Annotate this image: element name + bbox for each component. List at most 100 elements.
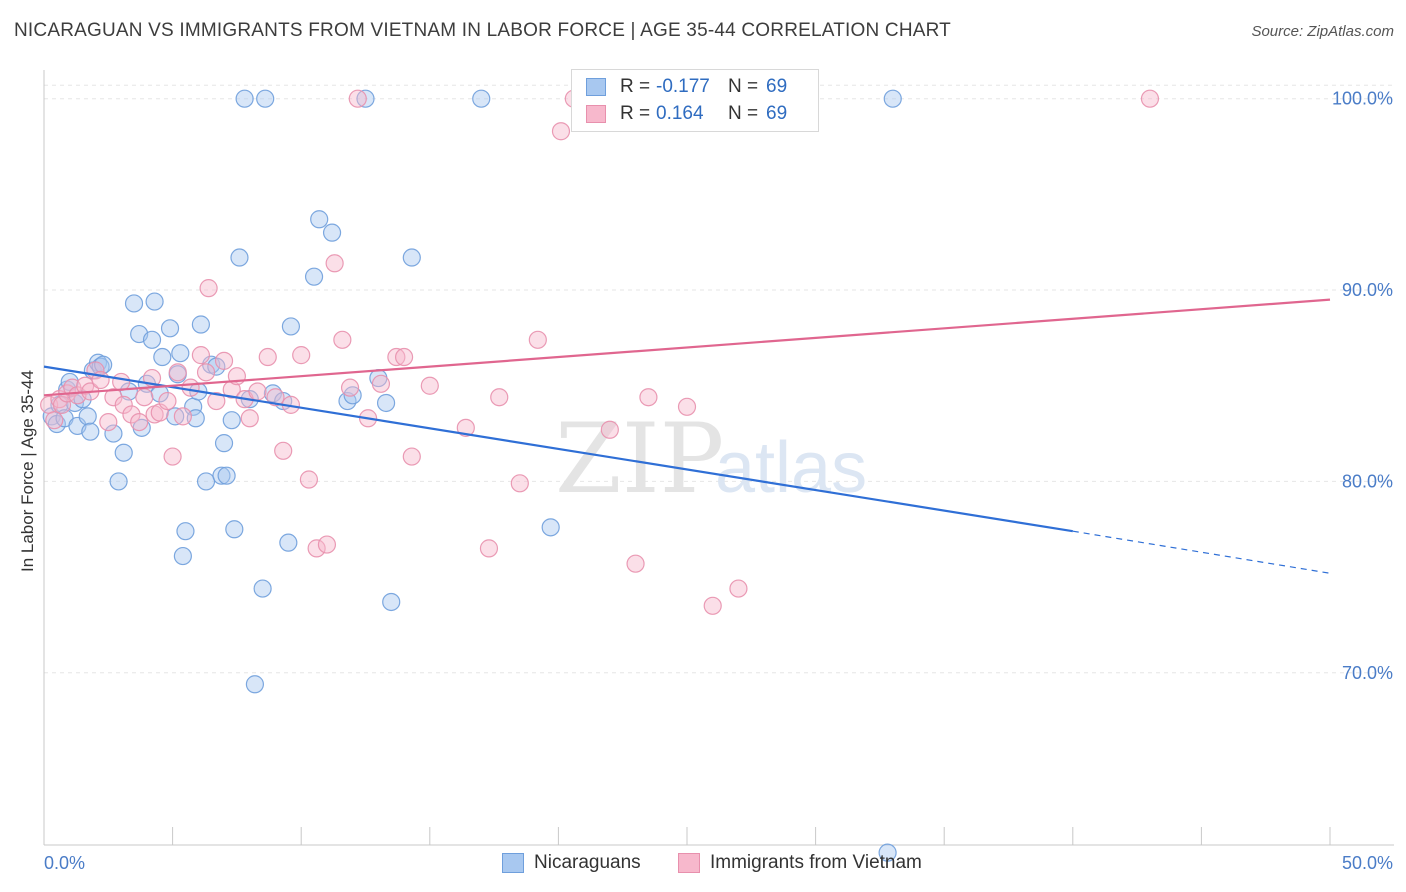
point-vietnam [325,254,344,273]
legend-swatch-vietnam [678,853,700,873]
point-vietnam [45,411,64,430]
legend-item-vietnam: Immigrants from Vietnam [678,852,922,874]
point-nicaraguans [171,344,190,363]
point-nicaraguans [124,294,144,313]
point-vietnam [394,347,414,367]
point-vietnam [371,374,391,393]
trend-line-nicaraguans [43,365,1073,533]
point-nicaraguans [310,210,329,229]
point-nicaraguans [217,466,236,485]
point-vietnam [181,378,200,397]
point-nicaraguans [338,391,357,411]
r-label: R = [620,103,651,124]
n-label: N = [728,76,759,97]
point-nicaraguans [253,579,272,598]
point-vietnam [299,470,319,489]
point-vietnam [479,539,499,558]
point-vietnam [456,418,475,437]
point-vietnam [292,346,311,365]
point-vietnam [191,346,210,365]
trend-line-nicaraguans-extension [1072,530,1331,574]
point-vietnam [196,363,216,382]
point-vietnam [677,397,697,416]
point-nicaraguans [160,319,180,338]
source-note: Source: ZipAtlas.com [1251,23,1394,40]
point-vietnam [420,376,439,395]
legend-label-vietnam: Immigrants from Vietnam [710,852,922,873]
point-vietnam [402,447,421,466]
point-nicaraguans [256,89,275,108]
legend-item-nicaraguans: Nicaraguans [502,852,641,874]
trend-lines [43,298,1331,574]
point-vietnam [135,388,154,407]
series-vietnam [40,89,1160,615]
point-nicaraguans [245,675,265,694]
watermark-zip: ZIP [555,403,724,515]
point-vietnam [551,122,571,141]
point-vietnam [122,405,141,424]
point-vietnam [528,330,547,349]
point-nicaraguans [472,89,491,108]
point-nicaraguans [114,443,133,462]
point-nicaraguans [279,533,298,552]
point-nicaraguans [230,248,249,267]
point-vietnam [258,347,277,367]
point-vietnam [130,412,149,432]
point-vietnam [510,474,529,493]
point-nicaraguans [541,518,560,537]
point-vietnam [168,363,187,382]
point-nicaraguans [281,317,301,336]
point-nicaraguans [145,292,164,311]
point-vietnam [248,382,267,401]
point-vietnam [240,409,259,428]
point-vietnam [600,420,619,439]
point-vietnam [214,351,234,370]
point-nicaraguans [225,520,244,539]
point-vietnam [52,395,72,414]
x-tick-label-min: 0.0% [44,853,85,873]
point-vietnam [639,388,658,407]
point-vietnam [729,579,748,598]
point-vietnam [340,378,360,397]
point-nicaraguans [196,472,216,491]
point-nicaraguans [402,248,421,267]
point-vietnam [207,391,226,411]
point-nicaraguans [222,411,241,430]
r-label: R = [620,76,651,97]
legend-label-nicaraguans: Nicaraguans [534,852,641,873]
point-vietnam [626,554,645,573]
legend-swatch-vietnam [586,105,606,123]
point-vietnam [703,596,722,615]
y-tick-label: 70.0% [1342,663,1393,683]
point-vietnam [173,407,192,426]
r-value: -0.177 [656,76,710,97]
point-vietnam [274,441,293,460]
point-vietnam [333,330,352,349]
y-tick-label: 100.0% [1332,89,1393,109]
y-tick-label: 90.0% [1342,280,1393,300]
axes [43,70,1394,846]
x-tick-label-max: 50.0% [1342,853,1393,873]
point-nicaraguans [376,393,396,413]
y-tick-label: 80.0% [1342,471,1393,491]
point-nicaraguans [104,424,123,443]
point-nicaraguans [173,546,192,566]
point-nicaraguans [356,89,375,108]
grid-lines [44,84,1395,674]
point-nicaraguans [214,434,234,453]
legend-swatch-nicaraguans [502,853,524,873]
point-vietnam [104,388,123,407]
trend-line-vietnam [43,298,1331,397]
watermark: ZIP atlas [555,403,867,515]
point-nicaraguans [81,422,100,441]
point-nicaraguans [78,407,97,426]
point-vietnam [266,388,285,407]
n-value: 69 [766,103,788,124]
point-nicaraguans [212,466,231,485]
point-nicaraguans [142,330,162,349]
point-nicaraguans [235,89,254,108]
watermark-atlas: atlas [715,428,867,508]
correlation-legend: R = -0.177 N = 69 R = 0.164 N = 69 [571,69,819,132]
point-nicaraguans [176,522,195,541]
